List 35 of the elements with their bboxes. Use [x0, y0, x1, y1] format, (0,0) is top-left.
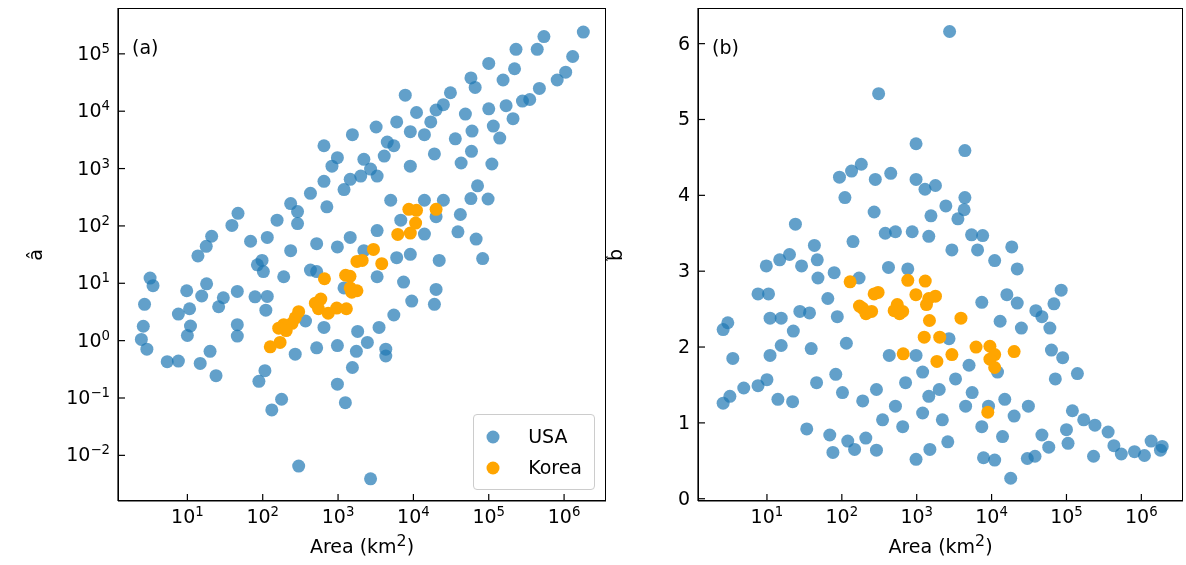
y-tick-label: 4: [677, 183, 690, 206]
legend-label: Korea: [528, 456, 582, 478]
x-tick-label: 10$^{1}$: [171, 503, 204, 527]
annotation: (b): [712, 36, 739, 58]
y-axis-title: b̂: [604, 248, 626, 261]
legend-label: USA: [528, 425, 568, 447]
y-tick-label: 10$^{1}$: [77, 269, 110, 294]
x-tick-label: 10$^{5}$: [1050, 503, 1083, 527]
y-axis-title: â: [24, 248, 46, 261]
x-tick-label: 10$^{1}$: [750, 503, 784, 527]
y-tick-label: 0: [677, 486, 690, 509]
y-tick-label: 6: [677, 31, 690, 54]
annotation: (a): [132, 36, 159, 58]
y-tick-label: 10$^{3}$: [77, 155, 110, 179]
y-tick-label: 10$^{2}$: [77, 212, 110, 236]
y-tick-label: 10$^{5}$: [77, 40, 110, 64]
y-tick-label: 10$^{0}$: [77, 327, 110, 351]
x-tick-label: 10$^{4}$: [397, 503, 430, 527]
x-axis-title: Area (km$^{2}$): [309, 531, 415, 558]
x-tick-label: 10$^{2}$: [246, 503, 280, 527]
y-tick-label: 2: [677, 335, 690, 358]
x-tick-label: 10$^{2}$: [825, 503, 859, 527]
y-tick-label: 10$^{−2}$: [66, 441, 110, 466]
y-tick-label: 3: [677, 259, 690, 282]
x-tick-label: 10$^{4}$: [975, 503, 1008, 527]
x-tick-label: 10$^{3}$: [900, 503, 934, 527]
y-tick-label: 10$^{4}$: [77, 97, 110, 122]
y-tick-label: 10$^{−1}$: [66, 384, 110, 408]
x-tick-label: 10$^{6}$: [1125, 503, 1158, 527]
x-tick-label: 10$^{3}$: [321, 503, 355, 527]
x-tick-label: 10$^{5}$: [472, 503, 506, 527]
y-tick-label: 1: [677, 410, 690, 433]
y-tick-label: 5: [677, 107, 690, 130]
x-axis-title: Area (km$^{2}$): [888, 531, 993, 558]
x-tick-label: 10$^{6}$: [547, 503, 581, 527]
